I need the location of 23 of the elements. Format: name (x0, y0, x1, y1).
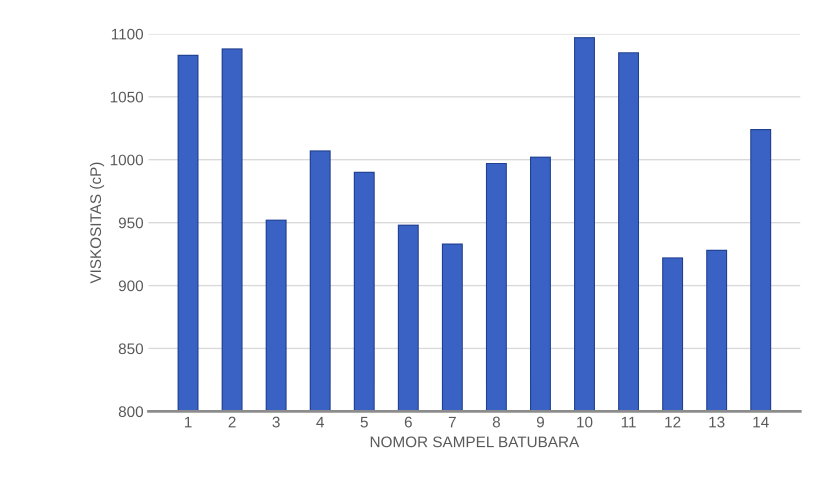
x-tick-label: 2 (228, 416, 236, 428)
x-tick-label: 12 (665, 416, 680, 428)
y-tick-label: 800 (118, 406, 144, 418)
x-tick-label: 10 (577, 416, 592, 428)
y-tick-label: 1000 (110, 154, 144, 166)
x-tick-label: 8 (492, 416, 500, 428)
x-tick-label: 7 (448, 416, 456, 428)
x-axis-title: NOMOR SAMPEL BATUBARA (370, 436, 580, 448)
x-tick-label: 13 (709, 416, 724, 428)
x-tick-label: 6 (404, 416, 412, 428)
y-tick-label: 950 (118, 218, 144, 228)
x-tick-label: 3 (272, 416, 280, 428)
x-tick-label: 9 (536, 416, 544, 428)
y-axis-title: VISKOSITAS (cP) (90, 162, 104, 284)
x-tick-label: 4 (316, 416, 324, 428)
y-tick-label: 1100 (112, 28, 144, 40)
y-tick-label: 850 (118, 343, 144, 354)
y-tick-label: 900 (118, 280, 144, 292)
x-tick-label: 11 (622, 416, 636, 428)
x-tick-label: 1 (184, 416, 192, 428)
x-tick-label: 5 (360, 416, 368, 428)
x-tick-label: 14 (753, 416, 769, 428)
y-tick-label: 1050 (110, 92, 144, 102)
